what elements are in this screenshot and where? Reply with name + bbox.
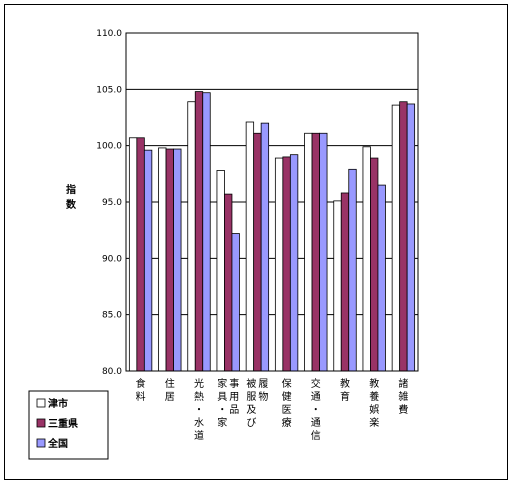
bar (253, 132, 262, 372)
legend-swatch (36, 418, 46, 428)
bar (245, 121, 255, 372)
bar (311, 132, 320, 372)
bar (231, 233, 240, 372)
category-label: 食料 (136, 377, 146, 403)
bar (143, 149, 153, 372)
bar (187, 101, 196, 372)
bar (377, 184, 386, 372)
y-tick-label: 110.0 (96, 29, 122, 39)
y-tick-labels: 80.0 85.0 90.0 95.0 100.0 105.0 110.0 (96, 29, 122, 377)
category-label: 住居 (165, 377, 175, 403)
category-label: 光熱・水道 (194, 377, 204, 442)
bar (216, 170, 225, 372)
y-tick-label: 90.0 (102, 254, 122, 264)
bar (304, 132, 313, 372)
y-tick-label: 85.0 (102, 311, 122, 321)
bar (128, 137, 138, 372)
category-label: 教育 (340, 377, 350, 403)
category-label: 教養娯楽 (369, 377, 379, 429)
legend-label: 全国 (47, 437, 68, 450)
bars (128, 91, 416, 372)
bar (202, 92, 211, 372)
bar (391, 104, 401, 372)
bar (274, 157, 284, 372)
y-tick-label: 100.0 (96, 142, 122, 152)
bar (158, 147, 167, 372)
bar (399, 101, 408, 372)
legend-label: 津市 (48, 397, 68, 410)
category-label: 被服及び履物 (246, 377, 268, 429)
category-label: 家具・家事用品 (217, 377, 239, 429)
category-label: 保健医療 (282, 377, 292, 429)
bar (406, 103, 416, 372)
bar (348, 168, 357, 372)
legend-swatch (36, 438, 46, 448)
legend-label: 三重県 (48, 417, 78, 430)
category-label: 交通・通信 (311, 377, 321, 442)
bar (319, 132, 328, 372)
bar (289, 154, 299, 372)
bar (224, 193, 233, 372)
y-axis-label: 指数 (66, 183, 77, 211)
bar (362, 146, 371, 372)
y-tick-label: 95.0 (102, 198, 122, 208)
y-axis-label-text: 指数 (66, 183, 77, 211)
legend-swatch (36, 398, 46, 408)
bar (136, 137, 145, 372)
bar (165, 148, 174, 372)
bar (282, 156, 291, 372)
bar (340, 192, 350, 372)
y-tick-label: 105.0 (96, 85, 122, 95)
plot-area (125, 32, 419, 372)
bar (370, 157, 379, 372)
bar (333, 200, 342, 372)
bar (260, 122, 270, 372)
bar (194, 91, 204, 372)
bar (173, 148, 182, 372)
category-label: 諸雑費 (398, 377, 408, 416)
y-tick-label: 80.0 (102, 367, 122, 377)
